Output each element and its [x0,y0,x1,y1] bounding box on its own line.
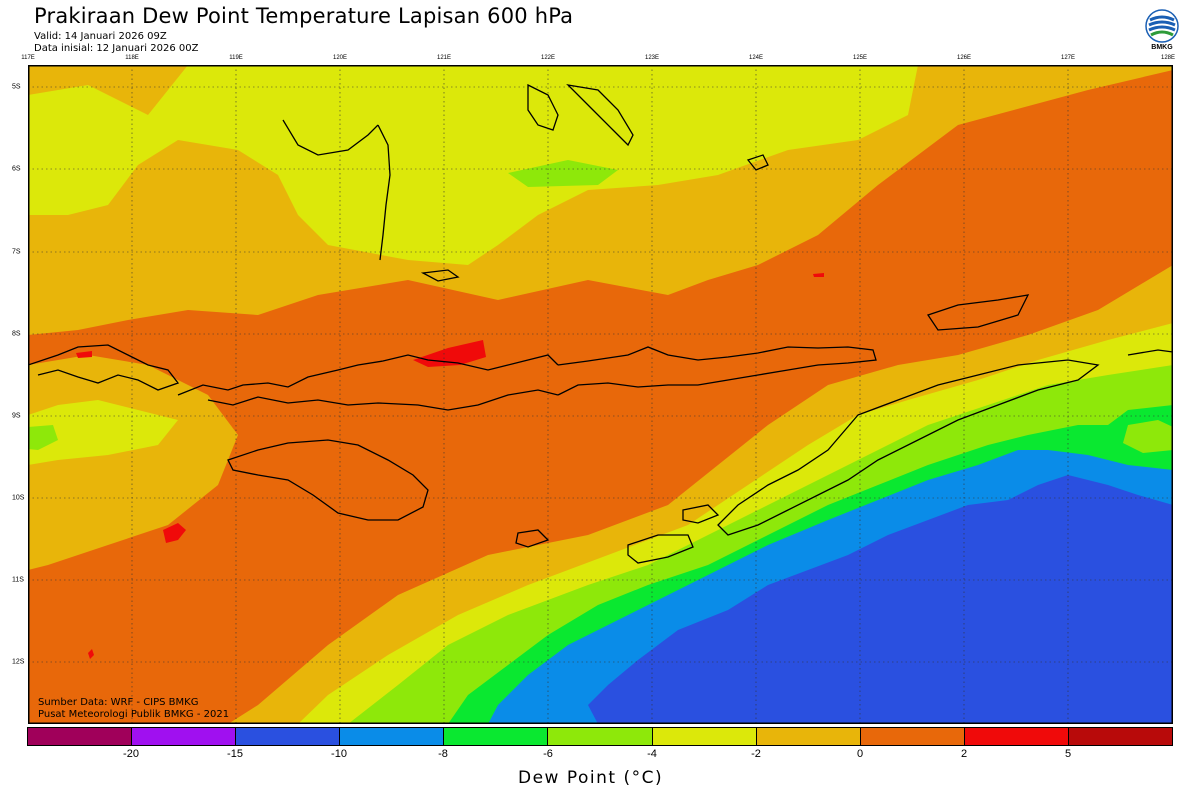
colorbar-segment [652,728,757,745]
lat-label: 6S [12,165,21,173]
data-source: Sumber Data: WRF - CIPS BMKG [38,697,199,708]
lat-label: 8S [12,330,21,338]
lat-label: 12S [12,658,25,666]
lon-label: 120E [332,55,348,61]
coastlines [28,83,1173,564]
lon-label: 117E [21,55,35,61]
colorbar-segment [132,728,237,745]
map-grid [28,65,1173,724]
colorbar-segment [964,728,1069,745]
colorbar-tick: -2 [751,748,761,760]
patch-red-lombok [76,351,92,358]
colorbar [27,727,1173,746]
lon-label: 128E [1160,55,1176,61]
band-north-yellow [28,65,918,265]
colorbar-segment [1068,728,1173,745]
patch-east-green [1123,420,1173,453]
patch-west-green [28,425,58,450]
colorbar-segment [340,728,445,745]
band-south-blue [588,475,1173,724]
colorbar-label: Dew Point (°C) [518,768,664,788]
lat-label: 7S [12,248,21,256]
lon-label: 127E [1060,55,1076,61]
lat-label: 9S [12,412,21,420]
lat-label: 10S [12,494,25,502]
colorbar-tick: -8 [438,748,448,760]
bmkg-logo-icon: BMKG [1144,8,1180,58]
colorbar-tick: 0 [856,748,864,760]
lon-label: 123E [644,55,660,61]
patch-north-green [508,160,618,187]
colorbar-tick: 5 [1064,748,1072,760]
lat-label: 5S [12,83,21,91]
lon-label: 125E [852,55,868,61]
patch-red-west [163,523,186,543]
colorbar-segment [548,728,653,745]
logo-text: BMKG [1151,44,1173,51]
initial-time: Data inisial: 12 Januari 2026 00Z [34,43,199,54]
lat-label: 11S [12,576,24,584]
map-title: Prakiraan Dew Point Temperature Lapisan … [34,4,574,28]
colorbar-tick: -6 [543,748,553,760]
colorbar-segment [444,728,549,745]
colorbar-segment [756,728,861,745]
dew-point-map [28,65,1173,724]
lon-label: 119E [229,55,243,61]
patch-red-dot [88,649,94,659]
colorbar-tick: 2 [960,748,968,760]
valid-time: Valid: 14 Januari 2026 09Z [34,31,167,42]
colorbar-tick: -20 [123,748,139,760]
lon-label: 121E [436,55,452,61]
lon-label: 126E [956,55,972,61]
patch-red-small [813,273,824,277]
colorbar-segment [236,728,341,745]
colorbar-tick: -15 [227,748,243,760]
publisher: Pusat Meteorologi Publik BMKG - 2021 [38,709,230,720]
colorbar-tick: -4 [647,748,657,760]
colorbar-segment [28,728,133,745]
lon-label: 124E [748,55,764,61]
colorbar-tick: -10 [331,748,347,760]
colorbar-segment [860,728,965,745]
lon-label: 122E [540,55,556,61]
lon-label: 118E [125,55,139,61]
